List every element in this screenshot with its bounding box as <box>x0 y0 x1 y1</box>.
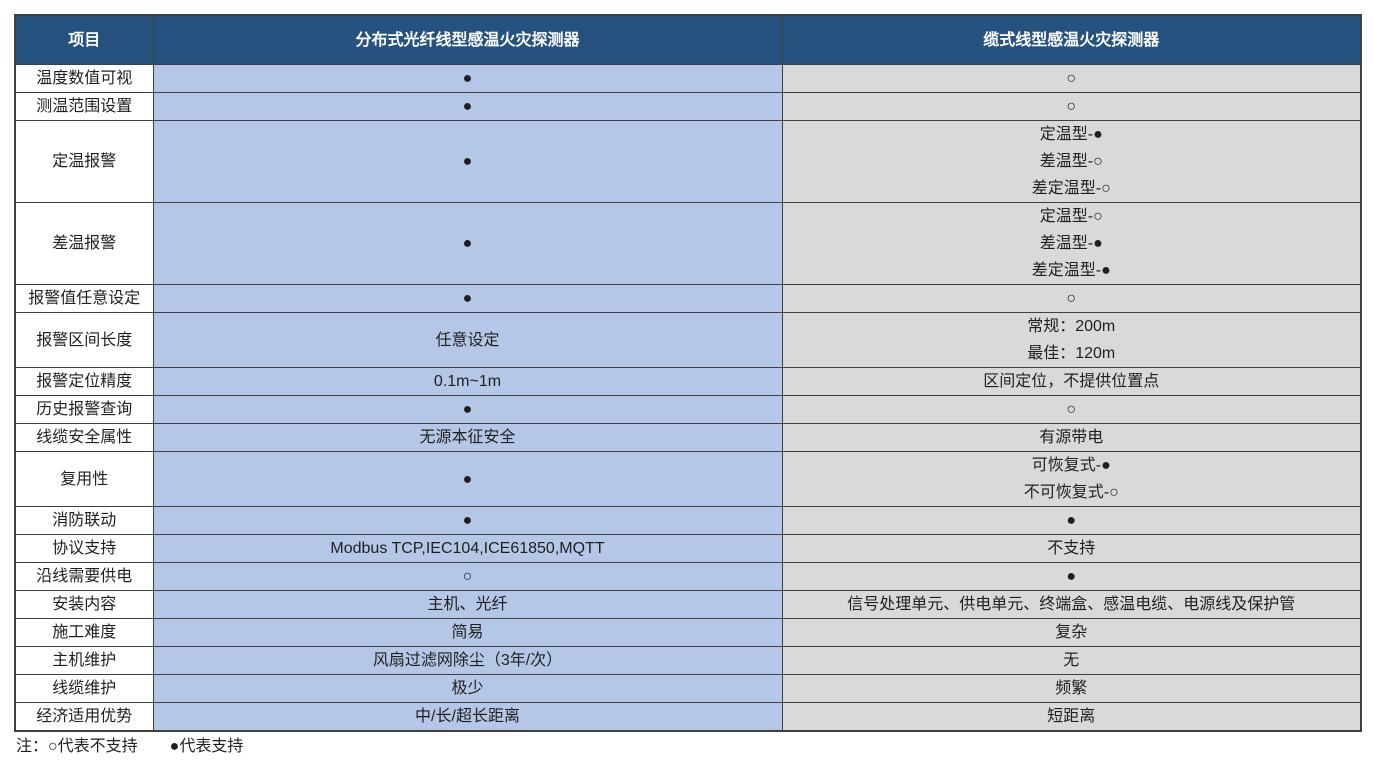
row-label: 复用性 <box>14 451 154 507</box>
fiber-detector-cell: ○ <box>152 562 783 591</box>
table-row: 报警值任意设定 ● ○ <box>14 284 1362 313</box>
cable-detector-cell: ○ <box>781 395 1362 424</box>
cable-detector-cell: 频繁 <box>781 674 1362 703</box>
cable-detector-cell: 信号处理单元、供电单元、终端盒、感温电缆、电源线及保护管 <box>781 590 1362 619</box>
cable-detector-cell: 定温型-● 差温型-○ 差定温型-○ <box>781 120 1362 203</box>
fiber-detector-cell: 中/长/超长距离 <box>152 702 783 732</box>
row-label: 沿线需要供电 <box>14 562 154 591</box>
column-header-item: 项目 <box>14 14 154 65</box>
table-row: 线缆安全属性 无源本征安全 有源带电 <box>14 423 1362 452</box>
table-row: 定温报警 ● 定温型-● 差温型-○ 差定温型-○ <box>14 120 1362 203</box>
row-label: 线缆安全属性 <box>14 423 154 452</box>
fiber-detector-cell: 风扇过滤网除尘（3年/次） <box>152 646 783 675</box>
cable-detector-cell: 复杂 <box>781 618 1362 647</box>
row-label: 报警定位精度 <box>14 367 154 396</box>
cable-detector-cell: ○ <box>781 64 1362 93</box>
row-label: 报警区间长度 <box>14 312 154 368</box>
table-row: 报警区间长度 任意设定 常规：200m 最佳：120m <box>14 312 1362 368</box>
table-row: 历史报警查询 ● ○ <box>14 395 1362 424</box>
row-label: 施工难度 <box>14 618 154 647</box>
cable-detector-cell: 不支持 <box>781 534 1362 563</box>
table-row: 施工难度 简易 复杂 <box>14 618 1362 647</box>
comparison-table: 项目 分布式光纤线型感温火灾探测器 缆式线型感温火灾探测器 温度数值可视 ● ○… <box>14 14 1362 732</box>
fiber-detector-cell: 简易 <box>152 618 783 647</box>
table-row: 主机维护 风扇过滤网除尘（3年/次） 无 <box>14 646 1362 675</box>
table-row: 消防联动 ● ● <box>14 506 1362 535</box>
fiber-detector-cell: Modbus TCP,IEC104,ICE61850,MQTT <box>152 534 783 563</box>
fiber-detector-cell: ● <box>152 284 783 313</box>
row-label: 定温报警 <box>14 120 154 203</box>
row-label: 测温范围设置 <box>14 92 154 121</box>
fiber-detector-cell: 0.1m~1m <box>152 367 783 396</box>
row-label: 差温报警 <box>14 202 154 285</box>
fiber-detector-cell: ● <box>152 92 783 121</box>
row-label: 安装内容 <box>14 590 154 619</box>
fiber-detector-cell: ● <box>152 64 783 93</box>
table-row: 复用性 ● 可恢复式-● 不可恢复式-○ <box>14 451 1362 507</box>
fiber-detector-cell: 极少 <box>152 674 783 703</box>
table-row: 经济适用优势 中/长/超长距离 短距离 <box>14 702 1362 732</box>
cable-detector-cell: ○ <box>781 284 1362 313</box>
table-row: 协议支持 Modbus TCP,IEC104,ICE61850,MQTT 不支持 <box>14 534 1362 563</box>
table-row: 报警定位精度 0.1m~1m 区间定位，不提供位置点 <box>14 367 1362 396</box>
table-row: 沿线需要供电 ○ ● <box>14 562 1362 591</box>
row-label: 线缆维护 <box>14 674 154 703</box>
cable-detector-cell: 常规：200m 最佳：120m <box>781 312 1362 368</box>
cable-detector-cell: 有源带电 <box>781 423 1362 452</box>
row-label: 协议支持 <box>14 534 154 563</box>
fiber-detector-cell: 主机、光纤 <box>152 590 783 619</box>
cable-detector-cell: 定温型-○ 差温型-● 差定温型-● <box>781 202 1362 285</box>
table-row: 安装内容 主机、光纤 信号处理单元、供电单元、终端盒、感温电缆、电源线及保护管 <box>14 590 1362 619</box>
fiber-detector-cell: 任意设定 <box>152 312 783 368</box>
cable-detector-cell: 无 <box>781 646 1362 675</box>
row-label: 主机维护 <box>14 646 154 675</box>
row-label: 温度数值可视 <box>14 64 154 93</box>
table-row: 温度数值可视 ● ○ <box>14 64 1362 93</box>
cable-detector-cell: ● <box>781 562 1362 591</box>
column-header-cable-detector: 缆式线型感温火灾探测器 <box>781 14 1362 65</box>
table-row: 差温报警 ● 定温型-○ 差温型-● 差定温型-● <box>14 202 1362 285</box>
header-row: 项目 分布式光纤线型感温火灾探测器 缆式线型感温火灾探测器 <box>14 14 1362 65</box>
fiber-detector-cell: 无源本征安全 <box>152 423 783 452</box>
row-label: 经济适用优势 <box>14 702 154 732</box>
column-header-fiber-detector: 分布式光纤线型感温火灾探测器 <box>152 14 783 65</box>
row-label: 历史报警查询 <box>14 395 154 424</box>
fiber-detector-cell: ● <box>152 120 783 203</box>
table-row: 线缆维护 极少 频繁 <box>14 674 1362 703</box>
cable-detector-cell: 短距离 <box>781 702 1362 732</box>
fiber-detector-cell: ● <box>152 506 783 535</box>
fiber-detector-cell: ● <box>152 395 783 424</box>
fiber-detector-cell: ● <box>152 451 783 507</box>
table-row: 测温范围设置 ● ○ <box>14 92 1362 121</box>
legend-note: 注：○代表不支持 ●代表支持 <box>16 738 244 755</box>
fiber-detector-cell: ● <box>152 202 783 285</box>
row-label: 消防联动 <box>14 506 154 535</box>
cable-detector-cell: ○ <box>781 92 1362 121</box>
cable-detector-cell: 区间定位，不提供位置点 <box>781 367 1362 396</box>
cable-detector-cell: 可恢复式-● 不可恢复式-○ <box>781 451 1362 507</box>
cable-detector-cell: ● <box>781 506 1362 535</box>
row-label: 报警值任意设定 <box>14 284 154 313</box>
